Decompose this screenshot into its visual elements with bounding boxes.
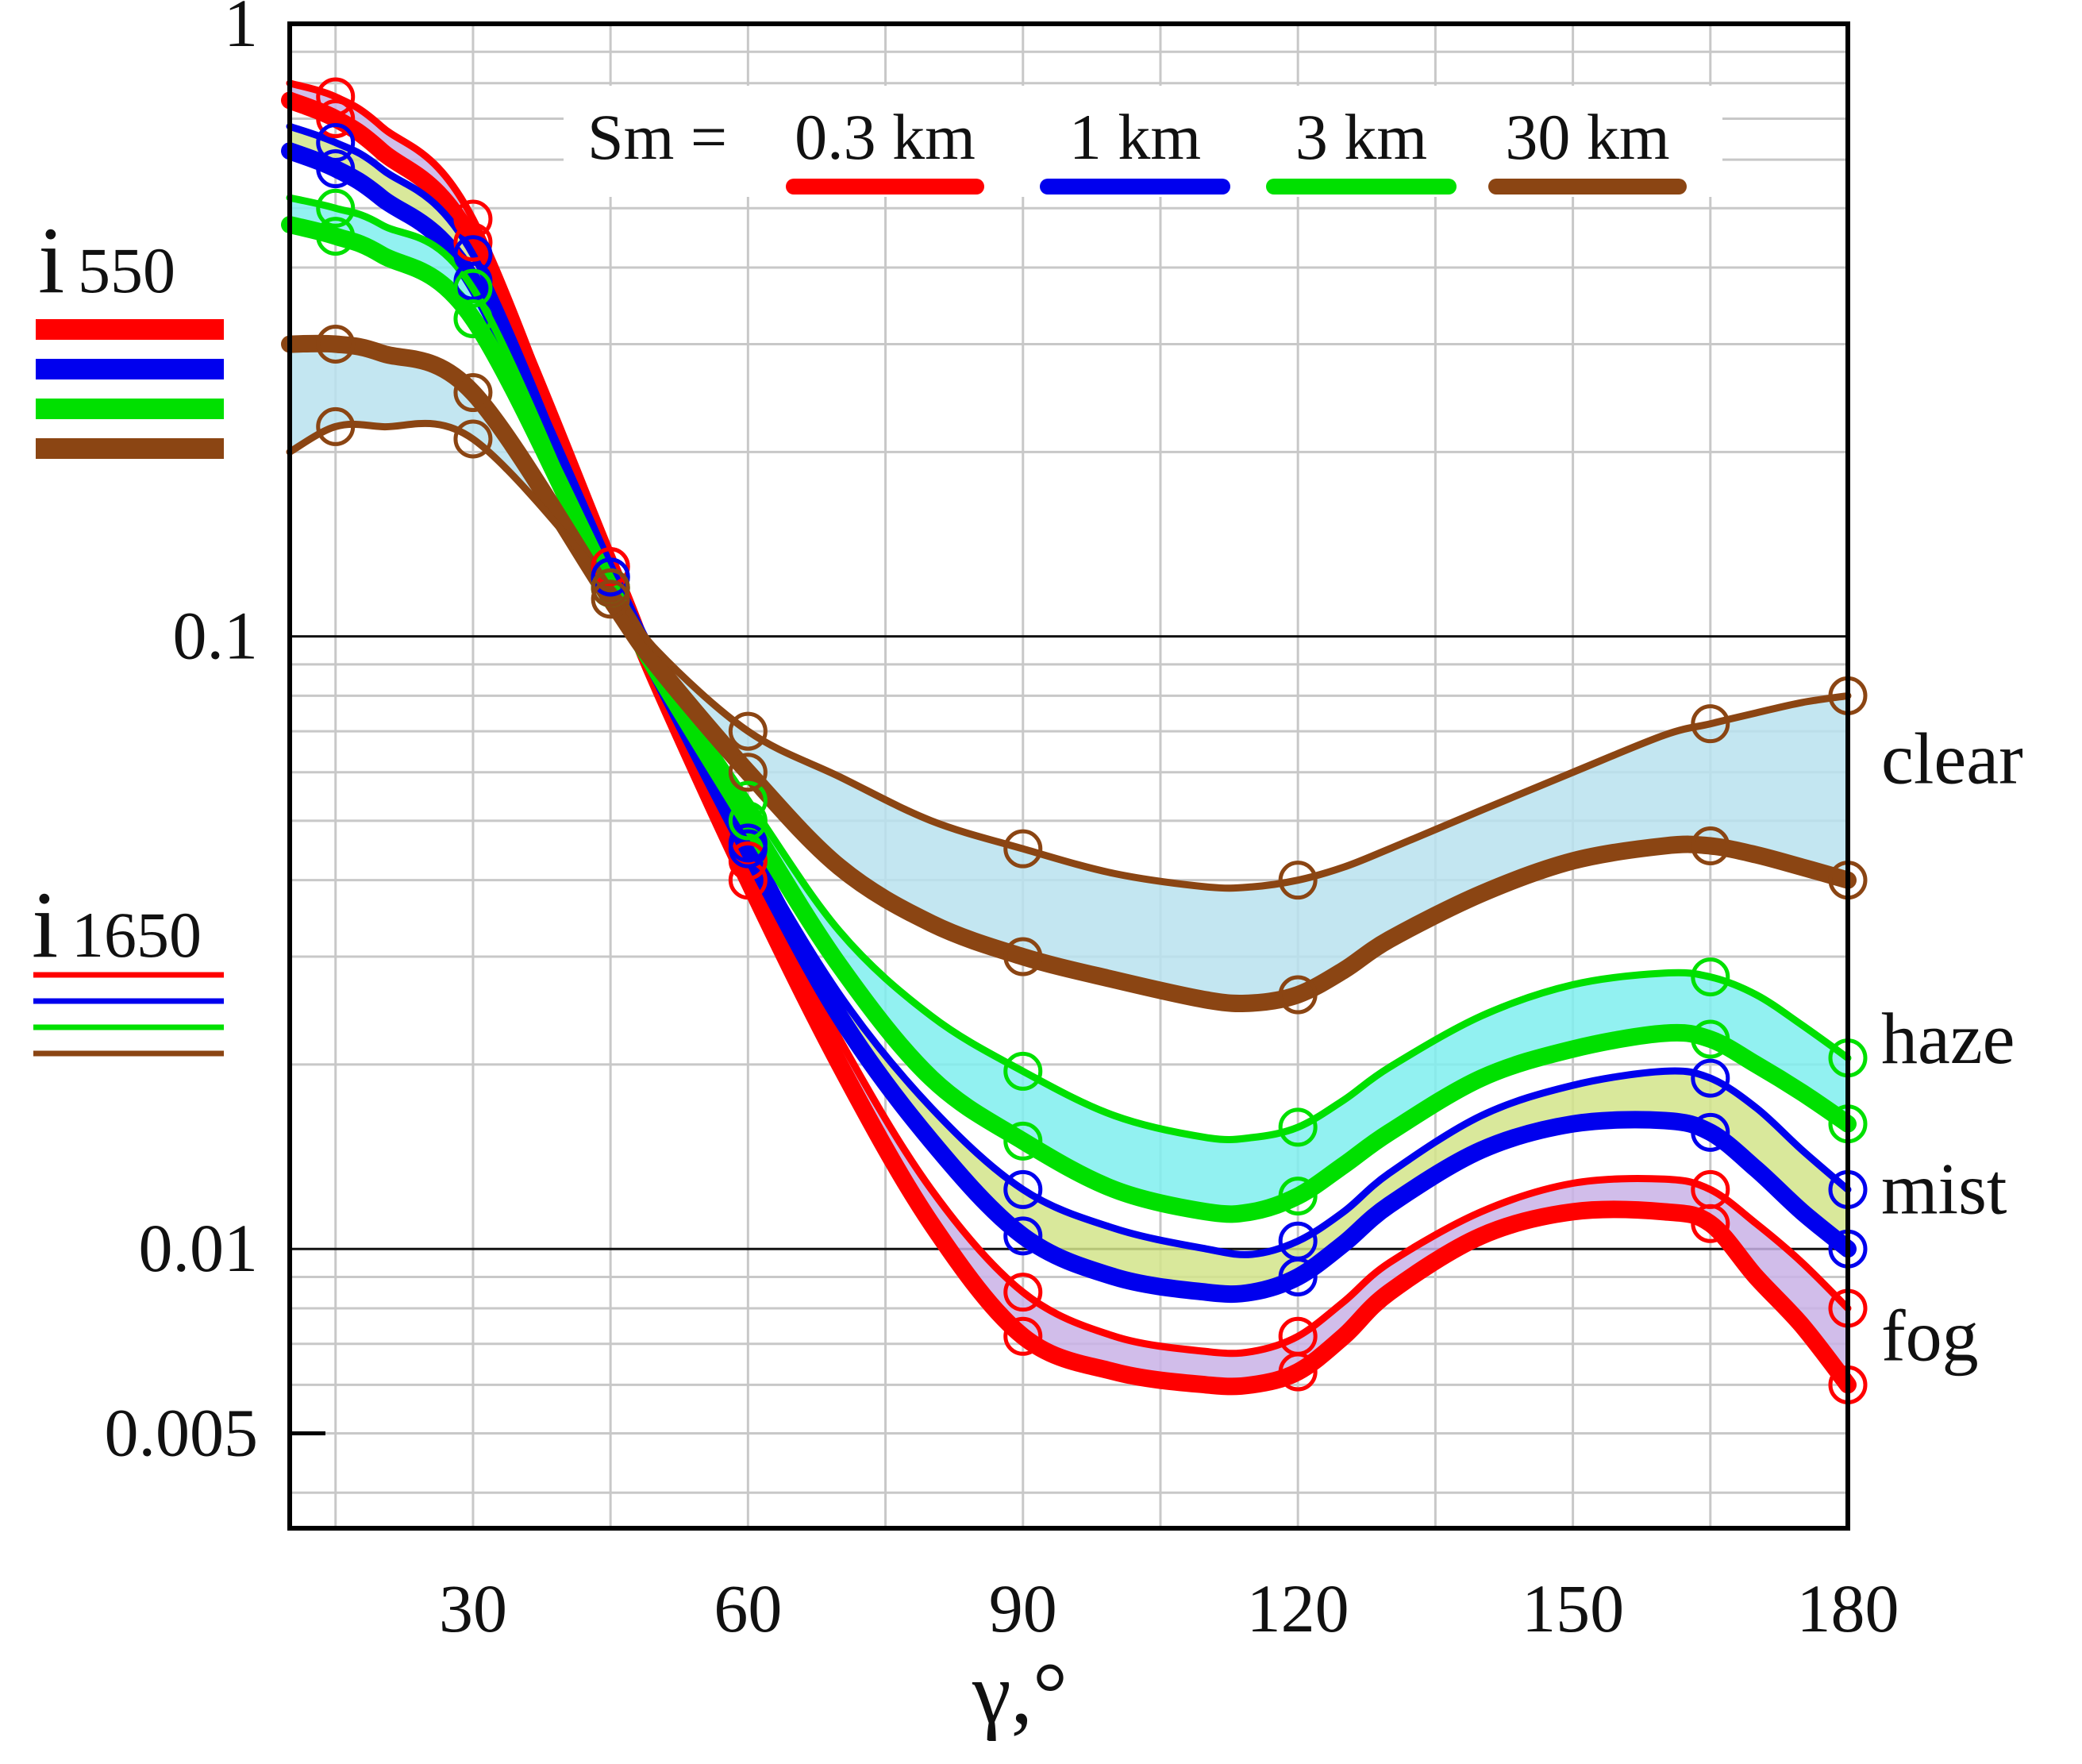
- data-point-blue-1650: [728, 823, 768, 863]
- data-point-blue-1650: [591, 557, 630, 597]
- data-point-green-1650: [316, 188, 356, 228]
- y-label-1650-sub: 1650: [71, 899, 202, 971]
- x-tick-label: 90: [989, 1570, 1057, 1647]
- x-tick-label: 150: [1522, 1570, 1624, 1647]
- region-label-mist: mist: [1881, 1148, 2007, 1229]
- data-point-red-1650: [1691, 1169, 1730, 1209]
- data-point-brown-550: [1003, 937, 1043, 976]
- data-point-red-550: [453, 222, 493, 262]
- data-point-blue-1650: [316, 123, 356, 163]
- x-tick-label: 30: [439, 1570, 507, 1647]
- data-point-green-550: [316, 217, 356, 256]
- data-point-red-1650: [316, 77, 356, 117]
- data-point-brown-550: [591, 580, 630, 619]
- y-tick-label: 1: [224, 0, 258, 61]
- data-point-green-1650: [1003, 1051, 1043, 1091]
- axis-ticks: 30 60 90 120 150 180 1 0.1 0.01 0.005 clear haze mis…: [105, 0, 2023, 1647]
- data-point-brown-550: [316, 324, 356, 364]
- y-tick-label: 0.1: [173, 598, 259, 674]
- data-point-green-550: [453, 299, 493, 339]
- series-line-green-550: [281, 216, 1857, 1223]
- data-point-red-550: [728, 861, 768, 900]
- data-point-blue-550: [316, 149, 356, 189]
- series-line-brown-1650: [286, 419, 1852, 892]
- data-point-green-1650: [728, 780, 768, 820]
- region-label-haze: haze: [1881, 998, 2015, 1079]
- x-tick-label: 60: [714, 1570, 782, 1647]
- legend-label: 30 km: [1505, 101, 1669, 173]
- y-tick-label: 0.005: [105, 1394, 259, 1470]
- data-point-red-1650: [1003, 1273, 1043, 1312]
- data-point-green-550: [728, 801, 768, 841]
- data-point-green-550: [1691, 1019, 1730, 1059]
- data-point-brown-550: [453, 373, 493, 413]
- legend-prefix: Sm =: [587, 101, 727, 173]
- data-point-green-550: [1003, 1121, 1043, 1161]
- y-tick-label: 0.01: [139, 1210, 259, 1286]
- y-label-550-main: i: [38, 207, 64, 313]
- data-point-red-1650: [1278, 1316, 1318, 1356]
- series-lines: [281, 79, 1857, 1396]
- legend-label: 0.3 km: [795, 101, 976, 173]
- data-point-brown-550: [728, 753, 768, 792]
- data-point-green-550: [1278, 1177, 1318, 1216]
- data-point-brown-1650: [1691, 704, 1730, 744]
- data-point-green-1650: [1691, 957, 1730, 997]
- x-axis-label: γ,°: [972, 1645, 1068, 1742]
- data-point-red-550: [316, 99, 356, 139]
- series-line-green-1650: [286, 194, 1852, 1144]
- data-point-blue-550: [1003, 1216, 1043, 1256]
- y-label-550-sub: 550: [78, 234, 175, 306]
- data-point-green-1650: [453, 268, 493, 308]
- data-point-brown-550: [1691, 826, 1730, 865]
- legend-box: [564, 86, 1722, 197]
- region-label-clear: clear: [1881, 718, 2023, 799]
- legend: Sm = 0.3 km 1 km 3 km 30 km: [564, 86, 1722, 197]
- region-label-fog: fog: [1881, 1295, 1979, 1376]
- x-tick-label: 180: [1797, 1570, 1899, 1647]
- series-markers: [316, 77, 1868, 1404]
- data-point-red-1650: [591, 547, 630, 587]
- data-point-red-550: [1003, 1316, 1043, 1356]
- data-point-brown-550: [1278, 975, 1318, 1015]
- y-label-1650-main: i: [32, 872, 58, 977]
- data-point-brown-1650: [591, 568, 630, 608]
- series-line-brown-550: [281, 334, 1857, 1013]
- data-point-brown-1650: [1278, 861, 1318, 900]
- y-axis-color-key: [33, 319, 224, 1057]
- data-point-brown-1650: [453, 419, 493, 459]
- y-axis-label-group: i 550 i 1650: [32, 207, 202, 977]
- data-point-brown-1650: [728, 711, 768, 751]
- data-point-green-1650: [1278, 1107, 1318, 1147]
- legend-label: 3 km: [1295, 101, 1427, 173]
- plot-frame: [287, 21, 1850, 1531]
- data-point-blue-550: [1691, 1112, 1730, 1152]
- data-point-brown-1650: [1003, 829, 1043, 869]
- legend-label: 1 km: [1069, 101, 1201, 173]
- data-point-brown-1650: [316, 406, 356, 446]
- data-point-blue-1650: [1278, 1221, 1318, 1261]
- data-point-blue-1650: [1003, 1169, 1043, 1209]
- region-fill-clear: [290, 343, 1848, 1004]
- data-point-blue-1650: [1691, 1058, 1730, 1098]
- x-tick-label: 120: [1247, 1570, 1349, 1647]
- series-line-blue-1650: [286, 122, 1852, 1258]
- series-line-blue-550: [281, 142, 1857, 1304]
- data-point-red-1650: [728, 841, 768, 880]
